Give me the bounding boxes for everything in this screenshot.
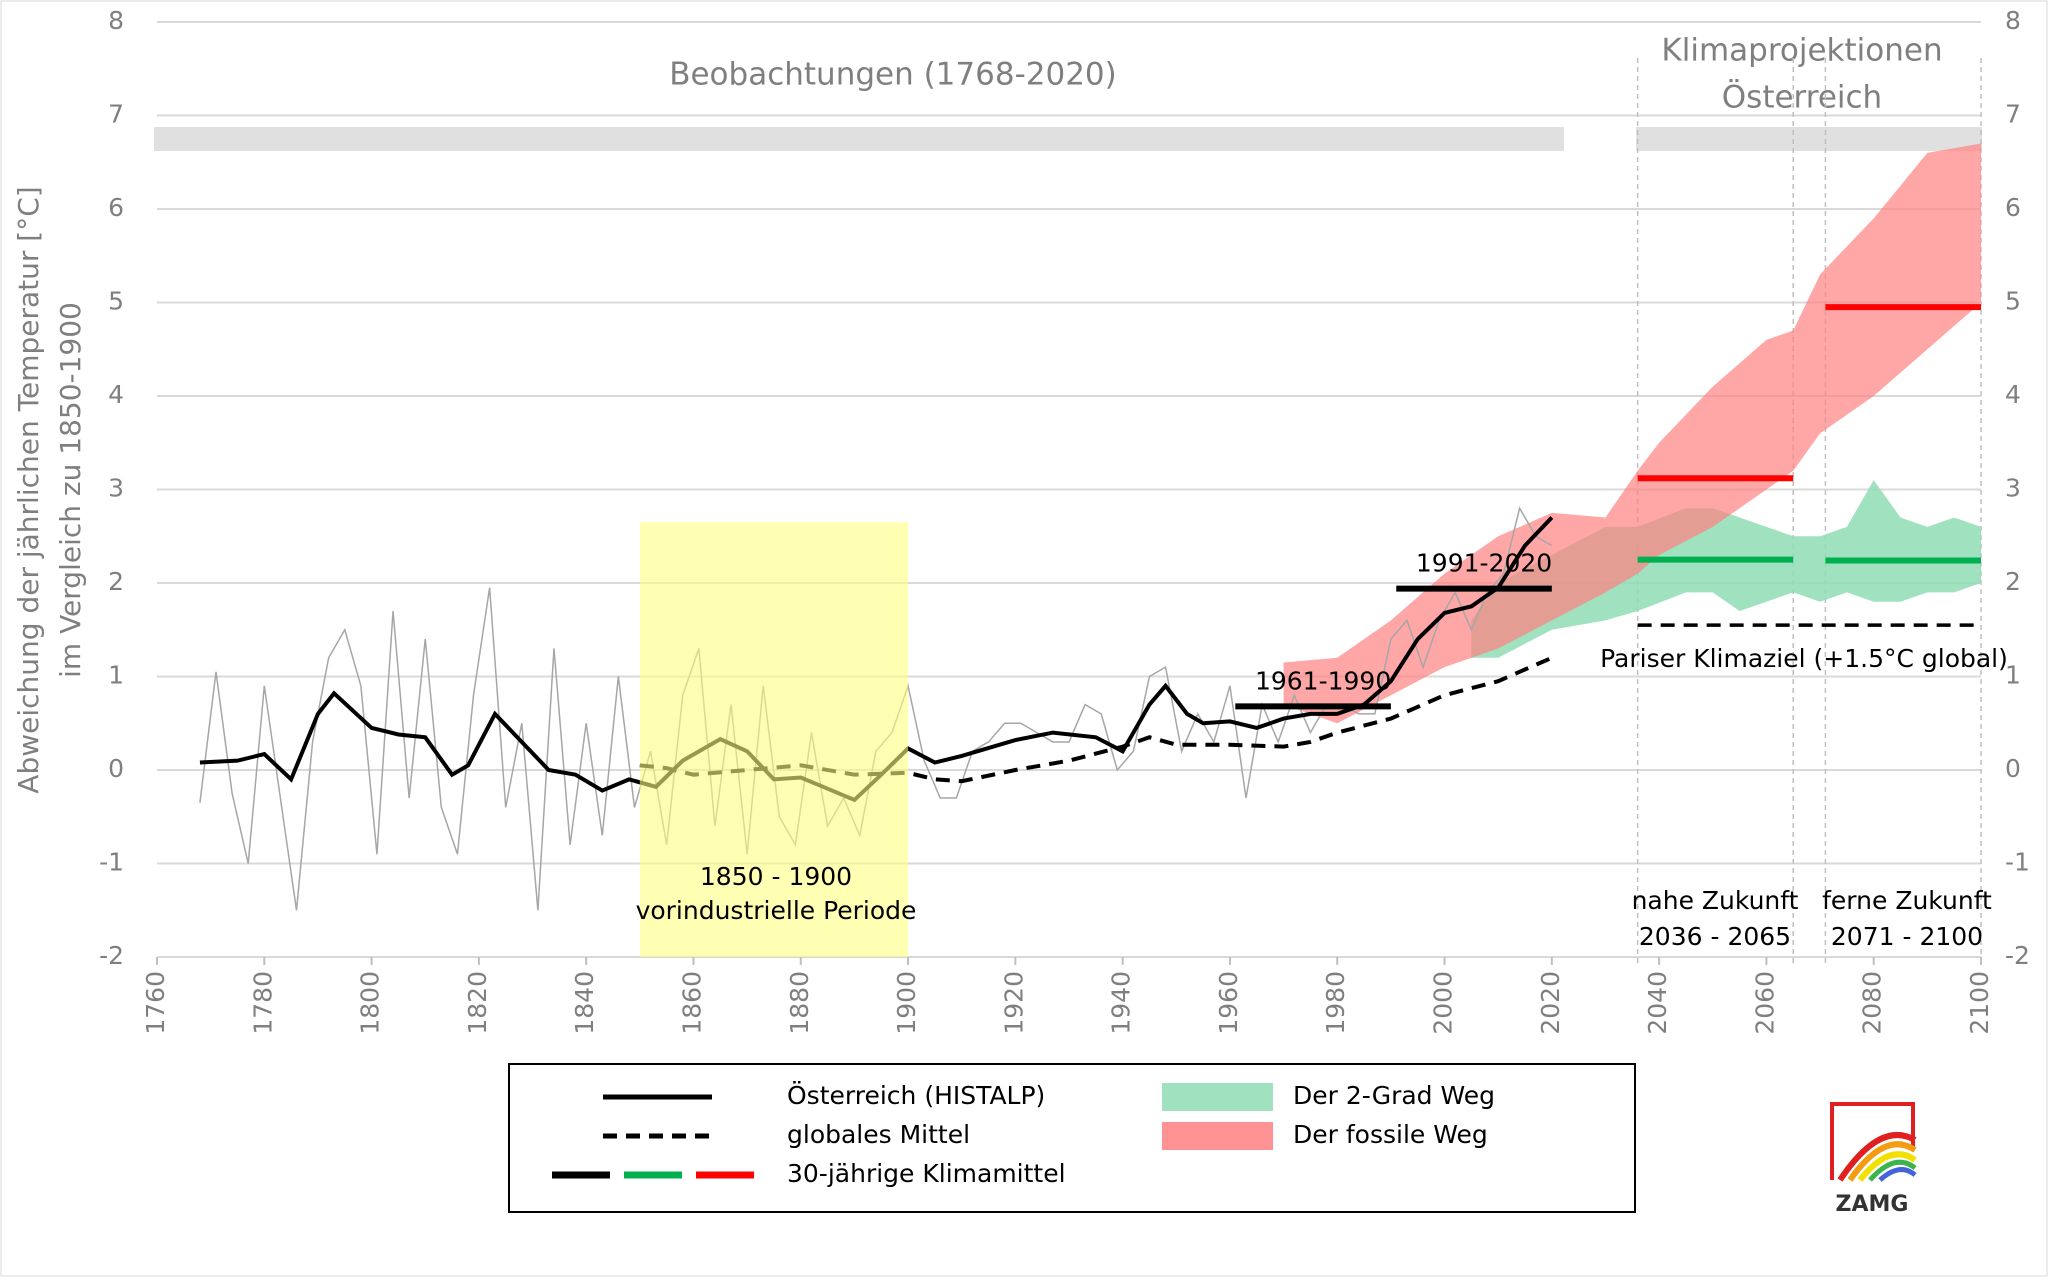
legend-swatch: [1162, 1083, 1273, 1111]
reference-period: [639, 522, 909, 957]
x-tick-label: 2100: [1965, 971, 1994, 1035]
x-tick-label: 1840: [570, 971, 599, 1035]
header-bar: [154, 127, 1564, 151]
annotation: 2036 - 2065: [1639, 922, 1791, 951]
y2-tick-label: 4: [2005, 380, 2021, 409]
annotation: Pariser Klimaziel (+1.5°C global): [1600, 644, 2008, 673]
logo-arc: [1847, 1141, 1917, 1182]
y-tick-label: -2: [99, 941, 124, 970]
annotation: 1991-2020: [1416, 549, 1552, 578]
y-tick-label: 8: [108, 6, 124, 35]
y2-tick-label: 6: [2005, 193, 2021, 222]
y2-tick-label: 8: [2005, 6, 2021, 35]
annotation: 2071 - 2100: [1831, 922, 1983, 951]
y-tick-label: 3: [108, 474, 124, 503]
legend-label: Der fossile Weg: [1293, 1120, 1488, 1149]
y2-tick-label: 0: [2005, 754, 2021, 783]
logo-arc: [1857, 1151, 1917, 1182]
y2-tick-label: 1: [2005, 661, 2021, 690]
logo: ZAMG: [1830, 1102, 1917, 1217]
line: [639, 655, 1553, 784]
logo-arc: [1868, 1159, 1917, 1182]
header-bar: [1636, 127, 1982, 151]
band: [1471, 480, 1981, 658]
y2-tick-label: 5: [2005, 287, 2021, 316]
x-tick-label: 1860: [677, 971, 706, 1035]
band: [1283, 143, 1981, 724]
x-tick-label: 1920: [999, 971, 1028, 1035]
y-tick-label: 7: [108, 100, 124, 129]
y2-tick-label: -2: [2005, 941, 2030, 970]
legend-swatch: [1162, 1122, 1273, 1150]
logo-arc: [1837, 1132, 1917, 1182]
header: Klimaprojektionen: [1661, 33, 1942, 69]
legend-label: globales Mittel: [787, 1120, 970, 1149]
annotation: vorindustrielle Periode: [636, 896, 917, 925]
x-tick-label: 2080: [1858, 971, 1887, 1035]
legend-label: Österreich (HISTALP): [787, 1081, 1045, 1110]
annotation: 1961-1990: [1255, 666, 1391, 695]
y2-tick-label: 2: [2005, 567, 2021, 596]
x-tick-label: 1900: [892, 971, 921, 1035]
x-tick-label: 1940: [1107, 971, 1136, 1035]
y-tick-label: 6: [108, 193, 124, 222]
y-tick-label: 4: [108, 380, 124, 409]
header: Österreich: [1722, 79, 1882, 116]
y-tick-label: 1: [108, 661, 124, 690]
x-tick-label: 1800: [356, 971, 385, 1035]
logo-frame: [1830, 1102, 1915, 1180]
x-tick-label: 2020: [1536, 971, 1565, 1035]
x-tick-label: 1880: [785, 971, 814, 1035]
legend-label: Der 2-Grad Weg: [1293, 1081, 1495, 1110]
x-tick-label: 2000: [1429, 971, 1458, 1035]
x-tick-label: 1820: [463, 971, 492, 1035]
x-tick-label: 2040: [1643, 971, 1672, 1035]
y2-tick-label: 3: [2005, 474, 2021, 503]
y-tick-label: 5: [108, 287, 124, 316]
x-tick-label: 1980: [1321, 971, 1350, 1035]
y2-tick-label: 7: [2005, 100, 2021, 129]
y-tick-label: 2: [108, 567, 124, 596]
x-tick-label: 2060: [1750, 971, 1779, 1035]
y-axis-label: Abweichung der jährlichen Temperatur [°C…: [12, 186, 45, 793]
x-tick-label: 1960: [1214, 971, 1243, 1035]
logo-arc: [1878, 1167, 1917, 1182]
legend-label: 30-jährige Klimamittel: [787, 1159, 1066, 1188]
annotation: nahe Zukunft: [1632, 886, 1799, 915]
annotation: ferne Zukunft: [1822, 886, 1992, 915]
x-tick-label: 1760: [141, 971, 170, 1035]
y-tick-label: -1: [99, 848, 124, 877]
x-tick-label: 1780: [248, 971, 277, 1035]
y-tick-label: 0: [108, 754, 124, 783]
y-axis-label: im Vergleich zu 1850-1900: [54, 302, 87, 678]
header: Beobachtungen (1768-2020): [669, 57, 1117, 93]
y2-tick-label: -1: [2005, 848, 2030, 877]
annotation: 1850 - 1900: [700, 862, 852, 891]
logo-text: ZAMG: [1836, 1192, 1909, 1217]
